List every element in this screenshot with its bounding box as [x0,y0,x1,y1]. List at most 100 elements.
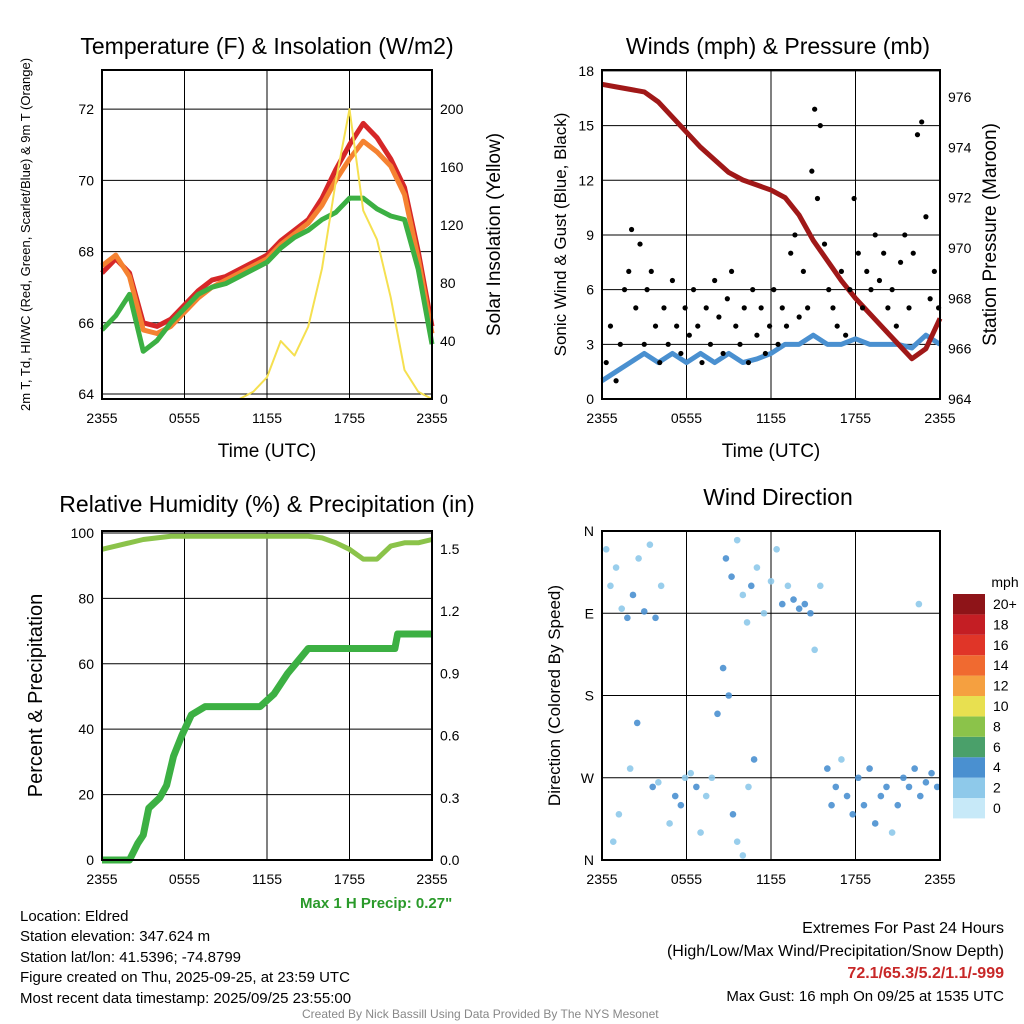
gust-point [607,323,614,329]
colorbar-label: 6 [993,739,1001,755]
latlon-text: Station lat/lon: 41.5396; -74.8799 [20,949,242,966]
colorbar-swatch [953,614,985,635]
direction-point [607,582,614,590]
y-tick-label: 64 [78,386,94,402]
x-tick-label: 0555 [671,410,702,426]
x-tick-label: 1155 [252,410,282,426]
direction-point [871,820,879,827]
direction-point [719,664,727,672]
chart-title: Relative Humidity (%) & Precipitation (i… [59,491,474,517]
direction-point [714,710,721,718]
gust-point [826,287,832,293]
gust-point [758,305,764,311]
y2-tick-label: 966 [948,341,972,357]
gust-point [812,106,818,112]
colorbar-label: 10 [993,698,1009,714]
x-tick-label: 0555 [671,871,702,887]
direction-point [855,774,862,782]
gust-point [923,214,929,220]
x-tick-label: 1155 [252,871,282,887]
x-tick-label: 1155 [756,871,786,887]
y-tick-label: 0 [86,852,94,868]
gust-point [741,305,747,311]
y-tick-label: N [584,523,594,539]
gust-point [927,296,933,302]
y-tick-label: 18 [578,63,594,79]
y2-tick-label: 0.6 [440,728,460,744]
elevation-text: Station elevation: 347.624 m [20,928,211,945]
direction-point [807,609,814,617]
gust-point [686,332,692,338]
gust-point [843,332,849,338]
gust-point [872,232,878,238]
gust-point [754,332,760,338]
colorbar-swatch [953,716,985,737]
y2-axis-label: Solar Insolation (Yellow) [484,133,505,336]
colorbar-swatch [953,634,985,656]
gust-point [674,323,680,329]
y-tick-label: 9 [586,227,594,243]
colorbar-swatch [953,594,985,615]
plot-frame [101,530,433,861]
y2-tick-label: 974 [948,139,972,155]
direction-point [928,769,935,777]
direction-point [708,774,716,782]
colorbar-label: 8 [993,718,1001,734]
x-tick-label: 0555 [169,410,200,426]
location-text: Location: Eldred [20,908,129,925]
plot-frame [101,69,433,400]
direction-point [657,582,665,590]
gust-point [805,305,811,311]
y-tick-label: 12 [578,172,594,188]
gust-point [633,305,639,311]
gust-point [809,168,815,174]
direction-point [911,765,918,772]
colorbar-swatch [953,757,985,778]
y2-tick-label: 200 [440,101,464,117]
direction-point [702,792,710,800]
gust-point [889,287,895,293]
gust-point [712,277,718,284]
x-tick-label: 2355 [416,410,447,426]
direction-point [843,792,851,800]
direction-point [629,591,637,599]
y-tick-label: 66 [78,315,94,331]
y-tick-label: 70 [78,172,94,188]
x-tick-label: 2355 [586,871,617,887]
gust-point [864,268,870,275]
y-axis-label: 2m T, Td, HI/WC (Red, Green, Scarlet/Blu… [18,58,33,411]
y2-tick-label: 964 [948,391,972,407]
direction-point [888,829,896,836]
x-axis-label: Time (UTC) [722,441,821,462]
colorbar-swatch [953,675,985,696]
gust-point [834,323,840,329]
direction-point [816,582,824,590]
colorbar-label: 4 [993,759,1001,775]
direction-point [745,783,752,791]
direction-point [609,838,617,846]
gust-point [783,323,790,329]
gust-point [775,341,781,347]
y-tick-label: 72 [78,101,94,117]
gust-point [814,195,821,202]
x-tick-label: 2355 [86,871,117,887]
direction-point [778,600,786,608]
recent-data-text: Most recent data timestamp: 2025/09/25 2… [20,990,352,1007]
gust-point [885,305,891,311]
plot-frame [601,530,941,861]
direction-point [750,756,758,763]
gust-point [847,287,853,293]
y-tick-label: E [585,605,594,621]
direction-point [784,582,792,590]
direction-point [838,756,845,763]
gust-point [750,287,756,293]
gust-point [628,226,635,233]
gust-point [644,287,650,293]
x-tick-label: 2355 [924,410,955,426]
colorbar-swatch [953,696,985,717]
direction-point [626,765,634,772]
y2-axis-label: Station Pressure (Maroon) [980,123,1001,346]
direction-point [733,838,741,846]
direction-point [832,783,840,791]
gust-point [788,250,794,256]
